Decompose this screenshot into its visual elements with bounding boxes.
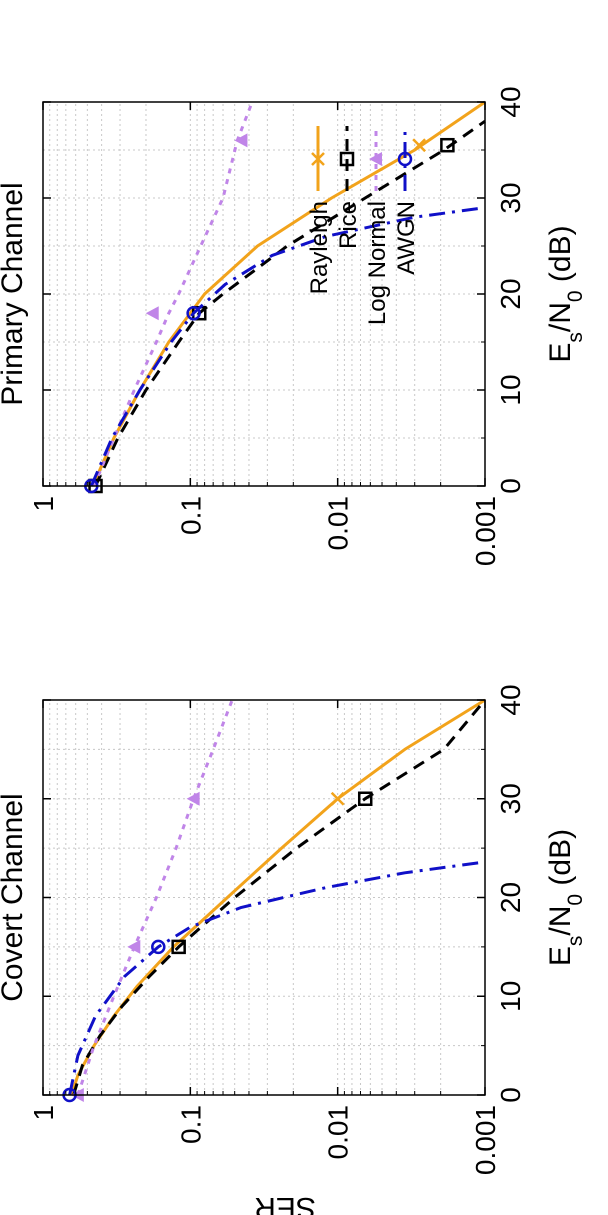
data-point-log-normal xyxy=(186,791,200,806)
data-point-log-normal xyxy=(127,939,141,954)
primary-channel-panel: 0 10 20 30 40 1 0.1 0.01 0.001 Primary Channel Es/… xyxy=(0,86,587,566)
legend-label-log-normal: Log Normal xyxy=(364,201,391,325)
y-axis: 1 0.1 0.01 0.001 xyxy=(28,102,501,566)
data-point-rice xyxy=(440,137,455,153)
data-point-rayleigh xyxy=(412,138,427,153)
legend-label-rayleigh: Rayleigh xyxy=(306,201,333,294)
y-tick-label: 0.001 xyxy=(470,496,501,566)
series-line-log-normal xyxy=(92,101,254,487)
series-rice xyxy=(88,119,486,494)
data-point-log-normal xyxy=(145,306,159,321)
series-line-awgn xyxy=(68,860,486,1096)
y-tick-label: 0.001 xyxy=(470,1105,501,1175)
grid xyxy=(43,102,485,486)
y-tick-label: 0.1 xyxy=(175,1105,206,1144)
series-line-rice xyxy=(94,119,486,487)
series-log-normal xyxy=(70,699,234,1102)
y-tick-label: 0.01 xyxy=(323,1105,354,1160)
x-tick-label: 10 xyxy=(495,374,526,405)
x-tick-label: 10 xyxy=(495,981,526,1012)
legend-marker-log-normal xyxy=(369,152,382,166)
y-tick-label: 1 xyxy=(28,496,59,512)
series-log-normal xyxy=(92,101,254,487)
data-point-log-normal xyxy=(234,133,248,148)
x-tick-label: 30 xyxy=(495,182,526,213)
data-point-rice xyxy=(171,939,186,955)
figure-ylabel: SER xyxy=(254,1191,316,1215)
series-line-awgn xyxy=(89,206,486,487)
x-tick-label: 40 xyxy=(495,86,526,117)
data-point-awgn xyxy=(186,305,201,321)
y-tick-label: 0.01 xyxy=(323,496,354,551)
series-awgn xyxy=(84,206,486,494)
legend-marker-rayleigh xyxy=(311,152,325,166)
chart-title: Primary Channel xyxy=(0,182,29,405)
x-tick-label: 0 xyxy=(495,478,526,494)
data-point-awgn xyxy=(151,939,166,955)
x-axis: 0 10 20 30 40 xyxy=(43,86,526,494)
series-line-log-normal xyxy=(76,699,234,1096)
legend-label-awgn: AWGN xyxy=(393,201,420,275)
x-tick-label: 20 xyxy=(495,278,526,309)
y-tick-label: 1 xyxy=(28,1105,59,1121)
x-tick-label: 20 xyxy=(495,882,526,913)
x-tick-label: 30 xyxy=(495,783,526,814)
x-axis: 0 10 20 30 40 xyxy=(43,684,526,1103)
y-tick-label: 0.1 xyxy=(175,496,206,535)
series-line-rice xyxy=(72,699,487,1096)
series-rice xyxy=(72,699,487,1096)
grid xyxy=(43,700,485,1095)
legend-label-rice: Rice xyxy=(335,201,362,249)
legend-marker-awgn xyxy=(397,151,413,167)
x-axis-label: Es/N0 (dB) xyxy=(544,225,587,362)
x-tick-label: 0 xyxy=(495,1087,526,1103)
x-tick-label: 40 xyxy=(495,684,526,715)
data-point-rice xyxy=(357,791,373,806)
legend-marker-rice xyxy=(339,151,355,167)
y-axis: 1 0.1 0.01 0.001 xyxy=(28,700,501,1175)
chart-title: Covert Channel xyxy=(0,793,29,1001)
data-point-rayleigh xyxy=(330,791,345,806)
covert-channel-panel: 0 10 20 30 40 1 0.1 0.01 0.001 Covert Channel Es/N… xyxy=(0,684,587,1175)
legend: Rayleigh Rice Log Normal AWGN xyxy=(306,126,420,325)
x-axis-label: Es/N0 (dB) xyxy=(544,829,587,966)
